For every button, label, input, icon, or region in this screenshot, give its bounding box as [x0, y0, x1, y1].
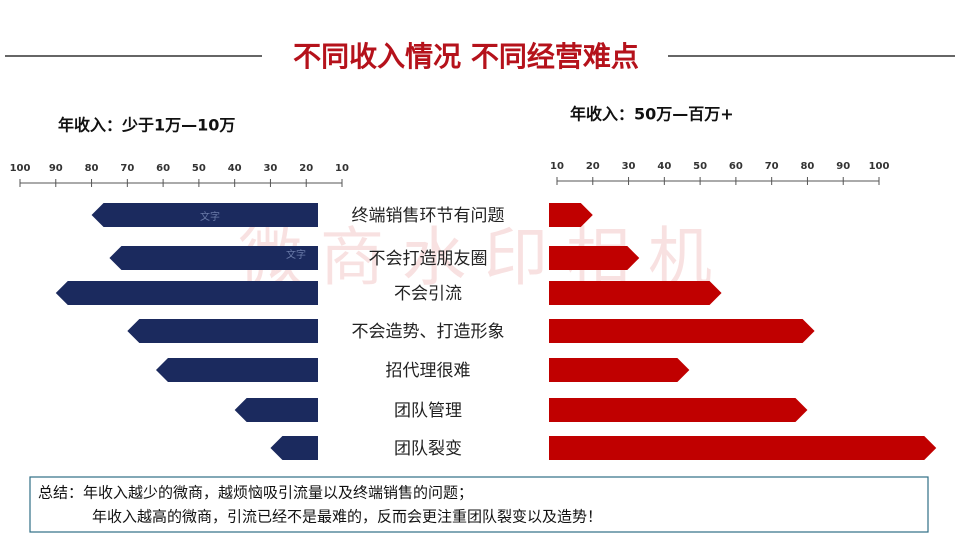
- x-tick-label: 40: [228, 163, 242, 174]
- x-tick-label: 100: [869, 161, 890, 172]
- bar: [91, 203, 318, 227]
- x-tick-label: 70: [765, 161, 779, 172]
- bar: [549, 319, 815, 343]
- bar: [127, 319, 318, 343]
- x-tick-label: 80: [85, 163, 99, 174]
- bar: [155, 358, 318, 382]
- x-tick-label: 50: [693, 161, 707, 172]
- x-tick-label: 10: [335, 163, 349, 174]
- category-label: 不会引流: [394, 284, 462, 304]
- category-label: 团队裂变: [394, 439, 462, 459]
- bar: [549, 203, 593, 227]
- x-tick-label: 50: [192, 163, 206, 174]
- category-label: 不会造势、打造形象: [352, 322, 505, 342]
- x-tick-label: 80: [800, 161, 814, 172]
- bar: [549, 246, 640, 270]
- category-label: 不会打造朋友圈: [369, 249, 488, 269]
- category-label: 招代理很难: [386, 361, 471, 381]
- legend-right: 年收入：50万—百万+: [570, 105, 734, 124]
- x-tick-label: 90: [836, 161, 850, 172]
- page-title: 不同收入情况 不同经营难点: [293, 40, 639, 73]
- bar: [55, 281, 319, 305]
- x-tick-label: 30: [622, 161, 636, 172]
- legend-left: 年收入：少于1万—10万: [58, 116, 235, 135]
- bar: [109, 246, 318, 270]
- x-tick-label: 30: [263, 163, 277, 174]
- bar: [234, 398, 318, 422]
- x-tick-label: 60: [729, 161, 743, 172]
- x-tick-label: 70: [120, 163, 134, 174]
- summary-line: 总结：年收入越少的微商，越烦恼吸引流量以及终端销售的问题；: [38, 484, 473, 502]
- x-tick-label: 40: [657, 161, 671, 172]
- bar: [549, 398, 808, 422]
- x-tick-label: 10: [550, 161, 564, 172]
- x-tick-label: 100: [10, 163, 31, 174]
- bar: [549, 358, 690, 382]
- annotation: 文字: [286, 248, 306, 261]
- x-tick-label: 60: [156, 163, 170, 174]
- bar: [270, 436, 318, 460]
- x-tick-label: 20: [586, 161, 600, 172]
- x-tick-label: 90: [49, 163, 63, 174]
- summary-box: [29, 476, 929, 533]
- x-tick-label: 20: [299, 163, 313, 174]
- bar: [549, 281, 722, 305]
- annotation: 文字: [200, 210, 220, 223]
- category-label: 终端销售环节有问题: [352, 206, 505, 226]
- category-label: 团队管理: [394, 401, 462, 421]
- summary-line: 年收入越高的微商，引流已经不是最难的，反而会更注重团队裂变以及造势！: [92, 508, 602, 526]
- bar: [549, 436, 937, 460]
